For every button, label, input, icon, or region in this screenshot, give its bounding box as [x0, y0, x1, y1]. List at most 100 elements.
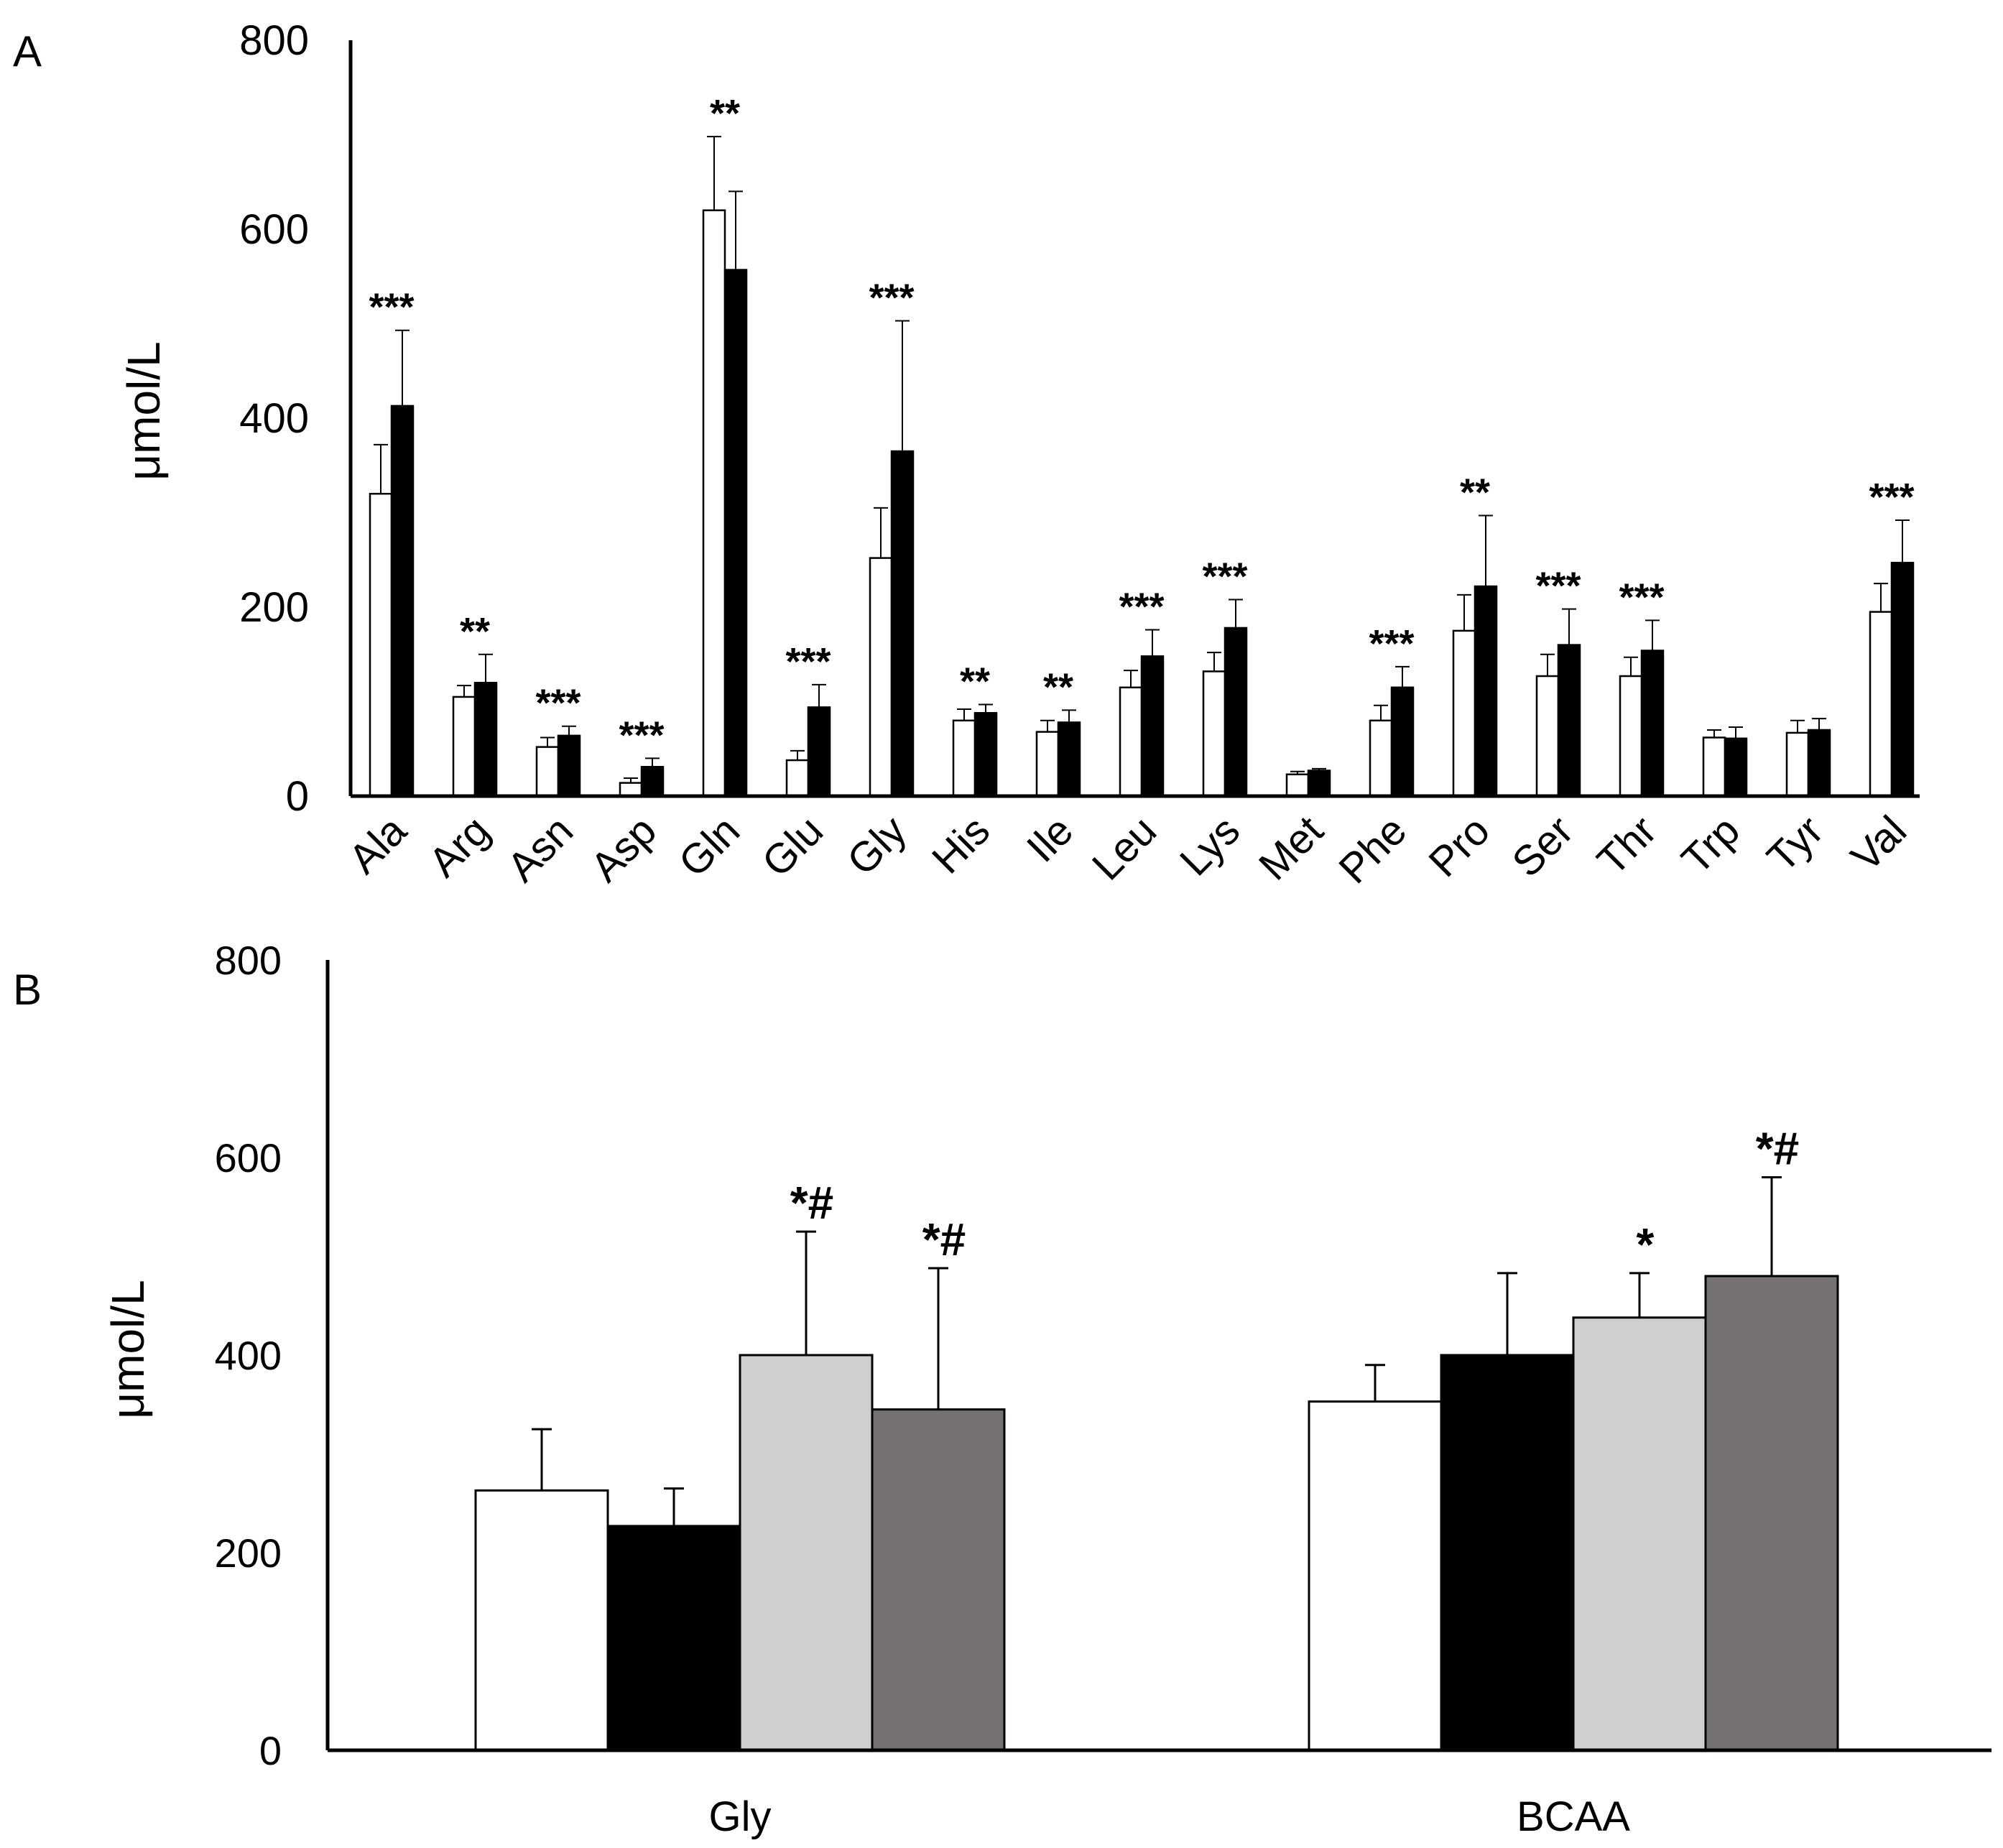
bar-met-black [1307, 770, 1331, 798]
x-tick-label-ala: Ala [340, 807, 416, 883]
panel-a-y-tick-label: 0 [286, 773, 309, 820]
significance-thr: *** [1619, 576, 1664, 619]
bar-arg-white [452, 696, 476, 798]
bar-ile-white [1035, 731, 1060, 798]
x-tick-label-asp: Asp [582, 807, 666, 891]
bar-gly-white [474, 1489, 609, 1752]
panel-b: B μmol/L 0 200 400 600 800 *# *# * *# Gly BCAA [13, 938, 1992, 1840]
bar-ile-black [1057, 721, 1081, 798]
x-tick-label-lys: Lys [1171, 807, 1249, 884]
bar-tyr-white [1785, 731, 1810, 798]
bar-ser-black [1557, 644, 1581, 798]
panel-b-x-tick-labels: Gly BCAA [709, 1793, 1631, 1840]
bar-his-black [973, 712, 998, 798]
significance-arg: ** [460, 610, 490, 653]
bar-phe-black [1390, 686, 1415, 798]
significance-lys: *** [1202, 555, 1247, 598]
x-tick-label-leu: Leu [1083, 807, 1165, 889]
bar-ser-white [1535, 675, 1560, 798]
bar-gln-black [723, 269, 748, 798]
bar-pro-white [1452, 629, 1476, 798]
bar-val-black [1890, 561, 1915, 798]
significance-glu: *** [785, 640, 831, 683]
x-tick-label-his: His [923, 807, 999, 882]
x-tick-label-glu: Glu [753, 807, 832, 886]
x-tick-label-val: Val [1842, 807, 1915, 880]
panel-a-y-ticks: 0 200 400 600 800 [239, 17, 309, 820]
bar-leu-black [1140, 655, 1165, 798]
panel-a-y-tick-label: 400 [239, 395, 309, 442]
bar-his-white [952, 719, 976, 798]
panel-a-y-tick-label: 200 [239, 584, 309, 631]
x-tick-label-gly: Gly [709, 1793, 772, 1840]
bar-thr-white [1619, 675, 1643, 798]
significance-bcaa-light-gray: * [1637, 1219, 1655, 1270]
x-tick-label-asn: Asn [499, 807, 583, 891]
panel-b-y-tick-label: 400 [215, 1333, 282, 1378]
bar-glu-black [807, 706, 831, 798]
bar-ala-white [369, 492, 393, 798]
x-tick-label-phe: Phe [1330, 807, 1415, 892]
panel-b-y-tick-label: 600 [215, 1135, 282, 1181]
bar-bcaa-black [1440, 1354, 1575, 1752]
significance-gln: ** [710, 92, 740, 135]
bar-lys-black [1223, 627, 1248, 798]
bar-leu-white [1119, 686, 1143, 798]
significance-asn: *** [535, 682, 580, 725]
x-tick-label-gln: Gln [670, 807, 749, 886]
x-tick-label-ile: Ile [1018, 807, 1082, 871]
bar-asn-black [557, 734, 581, 798]
significance-gly-dark-gray: *# [922, 1214, 966, 1265]
significance-asp: *** [619, 713, 664, 757]
bar-gln-white [702, 209, 726, 798]
bar-trp-white [1702, 736, 1726, 798]
bar-lys-white [1202, 670, 1226, 798]
panel-a-significance-marks: ********************* **************** ***… [369, 92, 1914, 757]
panel-b-y-axis-label: μmol/L [102, 1280, 154, 1418]
bar-bcaa-dark-gray [1704, 1275, 1839, 1752]
bar-gly-black [606, 1525, 741, 1752]
significance-gly-light-gray: *# [790, 1177, 834, 1229]
significance-ala: *** [369, 286, 414, 329]
panel-a-error-bars [374, 136, 1910, 783]
x-tick-label-met: Met [1250, 807, 1332, 889]
bar-val-white [1869, 611, 1893, 798]
bar-bcaa-light-gray [1572, 1316, 1707, 1752]
panel-b-label: B [13, 966, 42, 1014]
x-tick-label-arg: Arg [420, 807, 499, 886]
panel-b-significance-marks: *# *# * *# [790, 1123, 1800, 1270]
significance-ser: *** [1535, 565, 1581, 608]
bar-asp-black [640, 765, 665, 798]
panel-a-y-tick-label: 800 [239, 17, 309, 64]
panel-b-y-ticks: 0 200 400 600 800 [215, 938, 282, 1773]
bar-thr-black [1640, 650, 1665, 798]
bar-tyr-black [1807, 729, 1831, 798]
bar-phe-white [1369, 719, 1393, 798]
bar-asp-white [619, 782, 643, 798]
x-tick-label-bcaa: BCAA [1517, 1793, 1630, 1840]
x-tick-label-tyr: Tyr [1758, 807, 1832, 881]
panel-b-bars [474, 1275, 1839, 1752]
panel-a-bars [369, 209, 1915, 798]
significance-phe: *** [1369, 622, 1414, 665]
x-tick-label-gly: Gly [838, 807, 915, 884]
panel-a-y-axis-label: μmol/L [118, 341, 170, 480]
panel-a-label: A [13, 27, 42, 75]
bar-pro-black [1474, 585, 1498, 798]
bar-gly-black [890, 450, 915, 798]
panel-b-y-tick-label: 0 [259, 1728, 282, 1773]
significance-bcaa-dark-gray: *# [1756, 1123, 1800, 1175]
bar-gly-white [869, 557, 893, 798]
x-tick-label-trp: Trp [1673, 807, 1749, 883]
panel-b-error-bars [532, 1176, 1782, 1526]
panel-b-y-tick-label: 800 [215, 938, 282, 983]
significance-leu: *** [1119, 586, 1164, 629]
bar-met-white [1285, 773, 1310, 798]
bar-bcaa-white [1308, 1400, 1443, 1752]
bar-asn-white [535, 746, 560, 798]
bar-glu-white [785, 759, 810, 798]
bar-trp-black [1724, 737, 1748, 798]
